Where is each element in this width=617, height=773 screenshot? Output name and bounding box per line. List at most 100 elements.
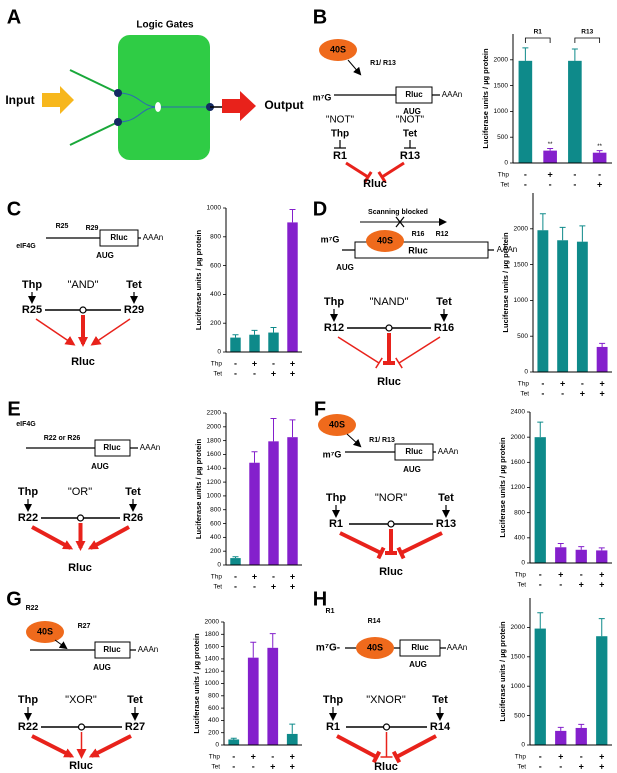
diagram-label: Tet [126,279,142,291]
diagram-label: R14 [430,721,451,733]
comparison-bracket [574,37,601,43]
diagram-label: Tet [403,129,418,140]
diagram-label: R27 [78,623,91,630]
bar [543,150,557,163]
diagram-label: R13 [400,150,420,162]
y-tick-label: 0 [215,742,219,749]
diagram-label: "NOT" [396,115,425,126]
y-tick-label: 1400 [207,465,222,472]
diagram-label: 40S [329,419,345,429]
condition-label: - [234,358,237,368]
y-tick-label: 1200 [205,668,220,675]
diagram-label: Rluc [405,447,423,456]
condition-label: - [573,179,576,189]
diagram-label: m⁷G [323,449,342,459]
bar [268,332,279,352]
activation-arrow [35,318,76,346]
y-tick-label: 600 [208,705,219,712]
inhibition-bar [391,750,402,764]
y-tick-label: 2000 [511,624,526,631]
diagram-label: Rluc [69,760,93,772]
activation-arrow [54,639,68,650]
y-tick-label: 1200 [511,484,526,491]
y-tick-label: 1500 [511,654,526,661]
y-tick-label: 500 [514,712,525,719]
y-tick-label: 200 [210,548,221,555]
y-tick-label: 600 [210,262,221,269]
diagram-label: Thp [326,492,346,504]
diagram-label: AAAn [497,245,517,254]
bar [247,657,259,745]
diagram-label: Thp [331,129,349,140]
rluc-box [395,86,433,104]
bar [287,222,298,352]
condition-label: + [599,751,604,761]
condition-label: - [541,378,544,388]
input-arrow [42,86,74,114]
bar [228,739,240,745]
y-tick-label: 1800 [207,437,222,444]
y-axis-label: Luciferase units / µg protein [481,48,490,149]
diagram-label: Logic Gates [136,20,194,31]
condition-label: + [599,761,604,771]
diagram-label: "AND" [67,279,98,291]
significance-label: ** [597,144,602,150]
inhibition-line [339,531,382,555]
input-wire [69,121,119,146]
condition-name: Tet [211,764,220,771]
diagram-label: Tet [438,492,454,504]
diagram-label: R16 [412,231,425,238]
block-x [395,216,405,228]
condition-label: - [234,368,237,378]
error-bar [547,148,554,151]
condition-label: + [547,169,552,179]
diagram-label: Thp [324,296,344,308]
condition-label: + [252,571,257,581]
diagram-label: R16 [434,322,454,334]
diagram-label: eIF4G [16,243,36,250]
diagram-label: eIF4G [16,421,36,428]
y-tick-label: 1000 [494,108,509,115]
diagram-label: 40S [377,235,393,245]
gate-node [385,324,393,332]
y-tick-label: 0 [504,160,508,167]
inhibition-bar [395,357,403,369]
inhibition-line [398,336,441,364]
significance-label: ** [548,142,553,148]
diagram-label: R22 [18,721,38,733]
inhibition-bar [375,357,383,369]
y-tick-label: 0 [521,560,525,567]
condition-label: + [290,751,295,761]
condition-name: Tet [517,764,526,771]
comparison-label: R13 [581,29,593,36]
diagram-label: Rluc [379,566,403,578]
error-bar [289,208,296,223]
panel-letter: F [314,398,326,420]
gate-core [155,102,161,112]
diagram-label: Rluc [103,443,121,452]
y-tick-label: 0 [521,742,525,749]
condition-label: + [560,378,565,388]
diagram-label: Rluc [110,233,128,242]
condition-label: + [252,358,257,368]
condition-name: Thp [515,754,527,761]
bar [557,240,569,372]
diagram-label: Rluc [405,90,423,99]
condition-label: + [599,378,604,388]
error-bar [539,213,546,231]
activation-arrow [88,734,132,758]
y-tick-label: 1000 [511,683,526,690]
panel-letter: H [313,588,327,610]
diagram-label: R13 [436,518,456,530]
inhibition-bar [377,171,387,183]
diagram-label: R12 [436,231,449,238]
diagram-label: Thp [323,694,343,706]
diagram-label: R25 [56,223,69,230]
diagram-label: AAAn [447,643,467,652]
error-bar [598,618,605,637]
y-axis-label: Luciferase units / µg protein [498,621,507,722]
output-arrow [222,91,256,121]
input-wire [69,69,119,94]
y-tick-label: 0 [217,562,221,569]
diagram-label: AAAn [438,447,458,456]
